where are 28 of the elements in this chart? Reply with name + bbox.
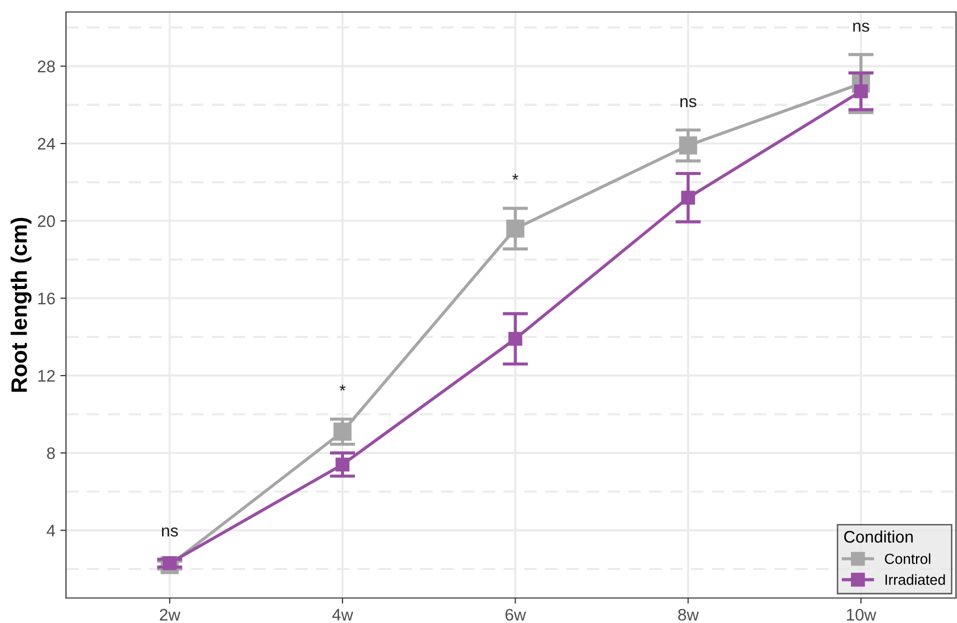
x-tick-label: 2w (160, 608, 180, 620)
x-tick-label: 8w (678, 608, 699, 621)
y-tick-label: 16 (38, 292, 55, 304)
y-tick-label: 4 (46, 524, 56, 536)
y-tick-label: 20 (38, 215, 55, 228)
y-axis-title: Root length (cm) (10, 218, 32, 392)
annotation: * (340, 384, 346, 391)
legend-title: Condition (844, 530, 913, 543)
point (336, 458, 350, 472)
y-tick-label: 12 (38, 370, 55, 382)
y-tick-label: 28 (38, 60, 55, 72)
x-tick-label: 6w (506, 608, 526, 621)
point (508, 332, 522, 346)
point (333, 422, 352, 441)
legend-label: Control (884, 553, 930, 564)
x-tick-label: 4w (332, 609, 354, 620)
y-tick-label: 8 (47, 447, 55, 460)
y-tick-label: 24 (38, 138, 56, 150)
annotation: ns (680, 98, 696, 108)
legend-label: Irradiated (886, 574, 945, 585)
x-tick-label: 10w (846, 608, 876, 621)
annotation: * (512, 174, 518, 180)
annotation: ns (853, 22, 870, 32)
point (679, 136, 698, 154)
annotation: ns (162, 527, 178, 537)
point (681, 190, 696, 205)
point (854, 84, 868, 98)
point (506, 220, 524, 238)
